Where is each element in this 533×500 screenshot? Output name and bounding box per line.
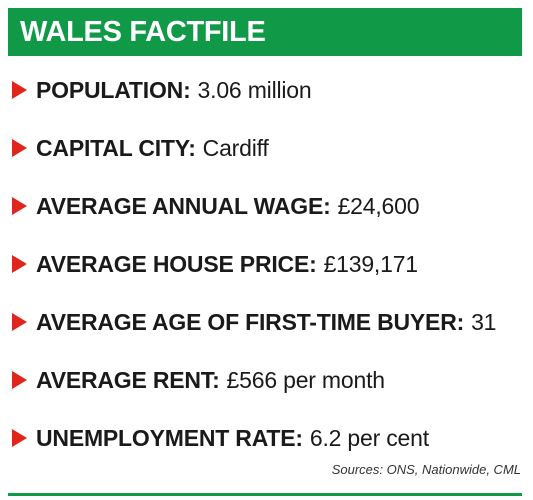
red-triangle-arrow-icon	[12, 81, 27, 99]
fact-value: 3.06 million	[197, 76, 312, 103]
fact-item-capital-city: CAPITAL CITY: Cardiff	[8, 130, 528, 166]
fact-value: Cardiff	[202, 134, 269, 161]
fact-label: AVERAGE HOUSE PRICE:	[36, 250, 317, 277]
bottom-divider	[8, 493, 522, 496]
red-triangle-arrow-icon	[12, 371, 27, 389]
fact-label: AVERAGE ANNUAL WAGE:	[36, 192, 331, 219]
sources-note: Sources: ONS, Nationwide, CML	[331, 462, 521, 477]
red-triangle-arrow-icon	[12, 429, 27, 447]
fact-value: £566 per month	[226, 366, 386, 393]
fact-item-average-rent: AVERAGE RENT: £566 per month	[8, 362, 528, 398]
fact-value: £139,171	[323, 250, 419, 277]
red-triangle-arrow-icon	[12, 255, 27, 273]
factfile-header: WALES FACTFILE	[8, 8, 522, 56]
fact-item-population: POPULATION: 3.06 million	[8, 72, 528, 108]
red-triangle-arrow-icon	[12, 313, 27, 331]
fact-item-average-annual-wage: AVERAGE ANNUAL WAGE: £24,600	[8, 188, 528, 224]
fact-value: 31	[471, 308, 497, 335]
fact-item-average-house-price: AVERAGE HOUSE PRICE: £139,171	[8, 246, 528, 282]
fact-label: UNEMPLOYMENT RATE:	[36, 424, 303, 451]
red-triangle-arrow-icon	[12, 139, 27, 157]
fact-value: 6.2 per cent	[309, 424, 429, 451]
factfile-title: WALES FACTFILE	[20, 15, 266, 48]
fact-value: £24,600	[337, 192, 420, 219]
fact-item-first-time-buyer-age: AVERAGE AGE OF FIRST-TIME BUYER: 31	[8, 304, 528, 340]
fact-label: POPULATION:	[36, 76, 191, 103]
fact-label: AVERAGE RENT:	[36, 366, 220, 393]
fact-label: AVERAGE AGE OF FIRST-TIME BUYER:	[36, 308, 465, 335]
fact-item-unemployment-rate: UNEMPLOYMENT RATE: 6.2 per cent	[8, 420, 528, 456]
fact-label: CAPITAL CITY:	[36, 134, 196, 161]
fact-list: POPULATION: 3.06 million CAPITAL CITY: C…	[8, 72, 528, 478]
red-triangle-arrow-icon	[12, 197, 27, 215]
